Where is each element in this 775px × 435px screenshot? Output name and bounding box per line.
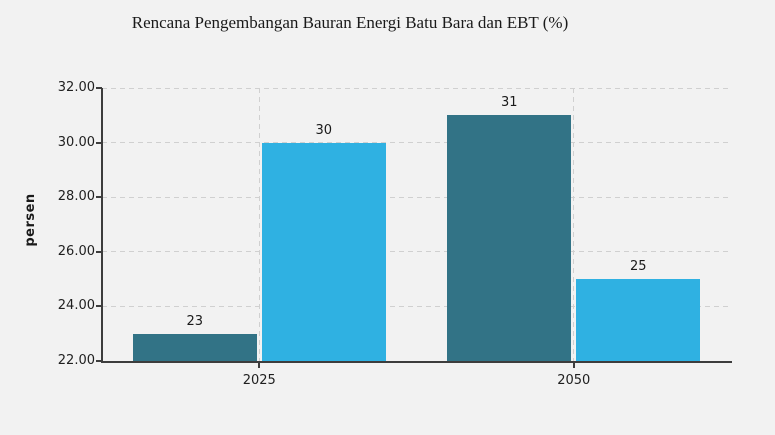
bar [132, 333, 257, 361]
bar [447, 115, 572, 361]
y-tick-mark [96, 250, 102, 253]
bar-value-label: 31 [500, 95, 518, 111]
y-axis-label: persen [23, 193, 38, 247]
y-tick-label: 32.00 [57, 80, 95, 95]
x-gridline [573, 88, 575, 361]
y-gridline [102, 87, 731, 89]
y-gridline [102, 142, 731, 144]
plot-area: 23 31 30 25 [102, 87, 731, 361]
y-axis-line [101, 88, 103, 363]
x-tick-mark [258, 363, 261, 368]
bar-value-label: 23 [186, 313, 204, 329]
x-axis-line [101, 361, 732, 363]
x-tick-mark [572, 363, 575, 368]
y-gridline [102, 251, 731, 253]
x-tick-label: 2025 [242, 373, 276, 388]
y-tick-label: 22.00 [57, 353, 95, 368]
x-tick-label: 2050 [557, 373, 591, 388]
y-tick-mark [96, 87, 102, 89]
y-tick-mark [96, 196, 102, 199]
y-tick-label: 30.00 [57, 134, 95, 150]
y-tick-label: 26.00 [57, 243, 95, 259]
x-gridline [258, 88, 260, 361]
bar [261, 142, 386, 361]
y-tick-mark [96, 141, 102, 144]
y-tick-mark [96, 360, 102, 362]
bar-value-label: 25 [629, 259, 647, 275]
y-tick-label: 24.00 [57, 298, 95, 314]
y-tick-mark [96, 305, 102, 308]
bar-value-label: 30 [315, 122, 333, 138]
y-gridline [102, 305, 731, 307]
y-tick-label: 28.00 [57, 189, 95, 205]
bar [576, 279, 701, 361]
y-gridline [102, 196, 731, 198]
chart-title: Rencana Pengembangan Bauran Energi Batu … [131, 13, 569, 32]
